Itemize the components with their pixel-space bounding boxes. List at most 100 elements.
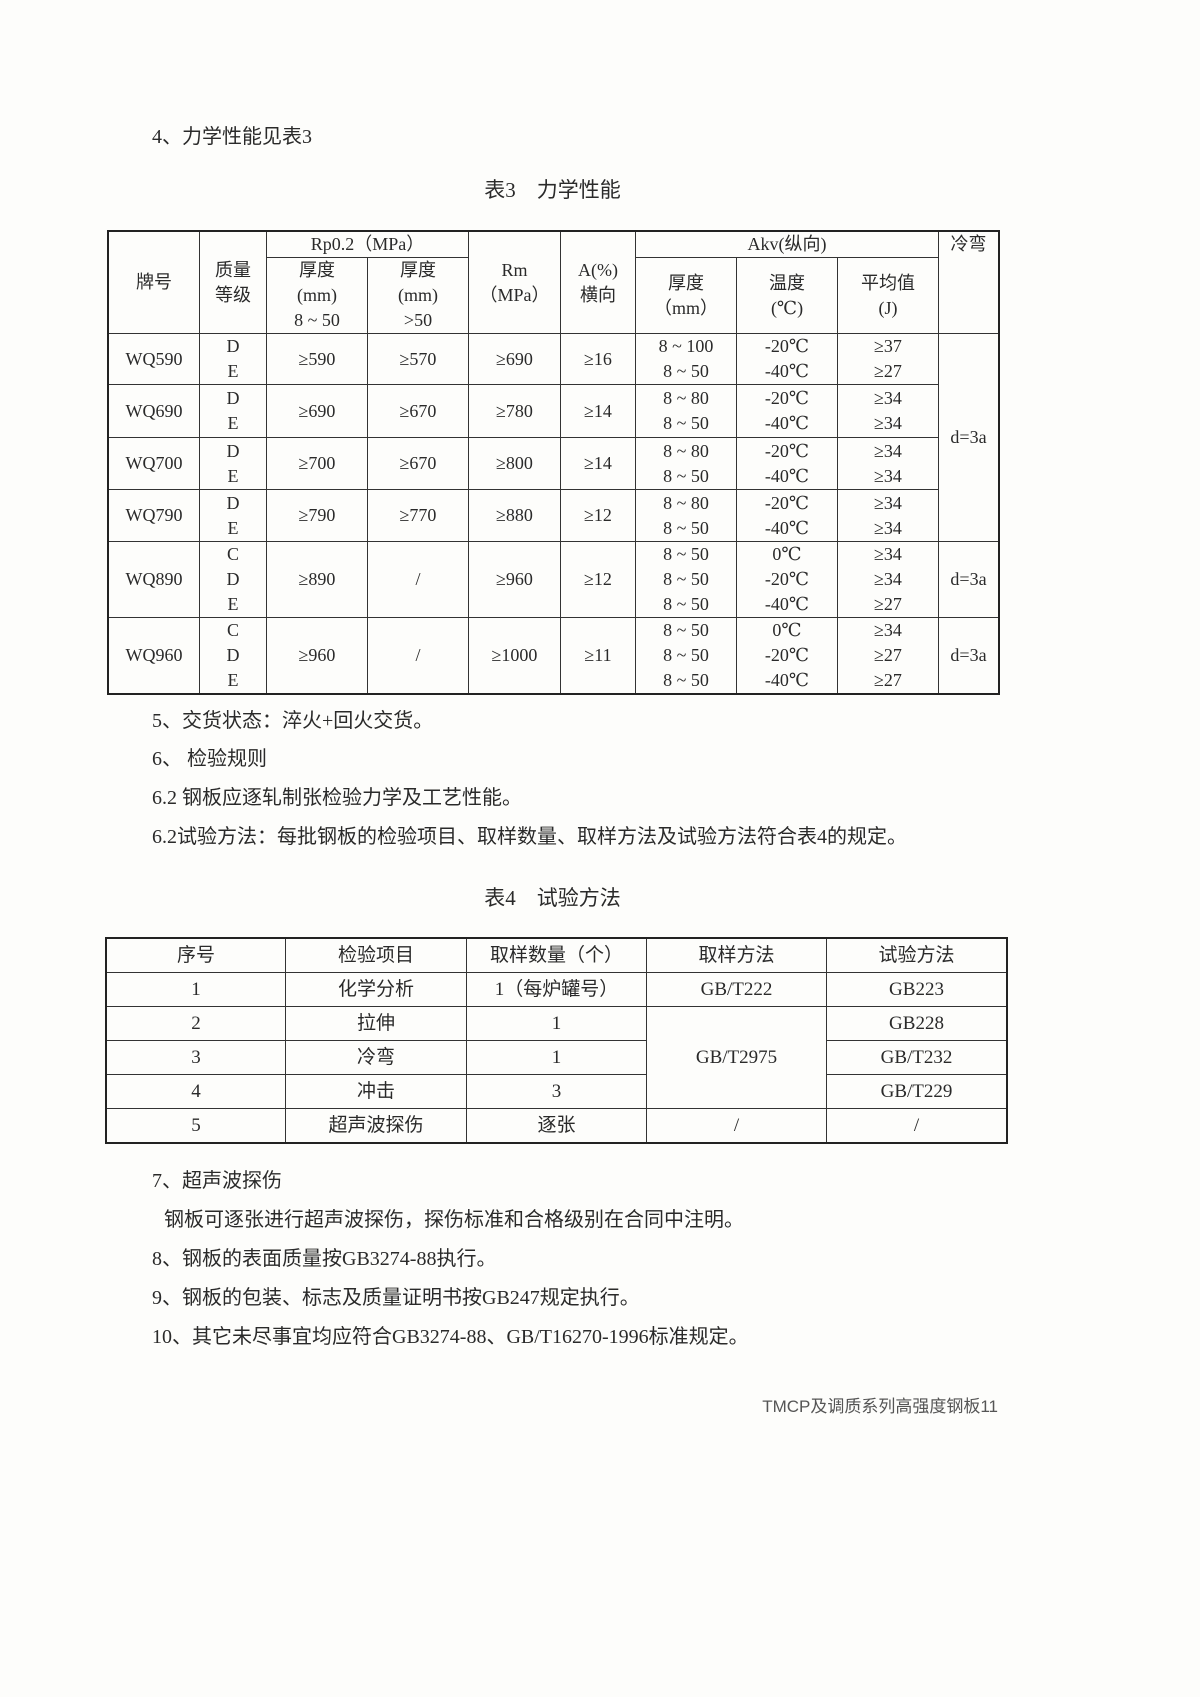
elongation: ≥12 xyxy=(560,541,636,618)
akv-average-line: ≥34 xyxy=(874,517,902,538)
header-akv-temp: 温度 (℃) xyxy=(736,257,838,334)
header-a-line: A(%) xyxy=(578,259,618,280)
test-item: 拉伸 xyxy=(285,1006,467,1041)
akv-average: ≥34 ≥34 xyxy=(837,489,939,542)
table4-caption: 表4 试验方法 xyxy=(484,886,621,910)
test-method: GB/T229 xyxy=(826,1074,1008,1109)
rm: ≥880 xyxy=(468,489,561,542)
akv-temperature-line: -40℃ xyxy=(764,670,810,690)
header-quality-line: 等级 xyxy=(215,284,251,305)
akv-average-line: ≥27 xyxy=(874,594,902,614)
header-akv: Akv(纵向) xyxy=(635,230,939,258)
grade: WQ700 xyxy=(107,437,200,490)
akv-thickness-line: 8 ~ 50 xyxy=(663,361,709,381)
sample-quantity-line: 1 xyxy=(551,1013,562,1034)
grade-line: WQ690 xyxy=(125,400,183,421)
akv-temperature-line: -20℃ xyxy=(764,388,810,408)
bend-test-line: d=3a xyxy=(950,569,987,589)
rp-thin-line: ≥960 xyxy=(298,645,336,665)
quality-line: E xyxy=(227,465,239,486)
akv-average-line: ≥34 xyxy=(874,440,902,461)
test-item-line: 拉伸 xyxy=(356,1013,395,1034)
rp-thick: ≥670 xyxy=(367,384,469,438)
quality-line: D xyxy=(226,336,240,356)
test-item: 冷弯 xyxy=(285,1040,467,1075)
akv-average-line: ≥34 xyxy=(874,492,902,513)
quality-line: D xyxy=(226,388,240,408)
header-rm-line: （MPa） xyxy=(479,284,550,305)
header-akv-thk: 厚度 （mm） xyxy=(635,257,737,334)
row-number: 2 xyxy=(105,1006,286,1041)
akv-thickness-line: 8 ~ 80 xyxy=(663,440,709,461)
test-item: 超声波探伤 xyxy=(285,1108,467,1144)
rp-thick-line: ≥570 xyxy=(399,348,437,369)
header-a-line: 横向 xyxy=(580,284,616,305)
akv-temperature: -20℃ -40℃ xyxy=(736,333,838,385)
bend-test: d=3a xyxy=(938,333,1000,542)
header-akv-avg-line: (J) xyxy=(878,297,898,318)
akv-average-line: ≥37 xyxy=(874,336,902,356)
row-number-line: 3 xyxy=(191,1047,201,1068)
rp-thin-line: ≥890 xyxy=(298,569,336,589)
sample-quantity-line: 3 xyxy=(551,1081,562,1102)
test-method: / xyxy=(826,1108,1008,1144)
header-akv-avg-line: 平均值 xyxy=(861,272,915,293)
header-a: A(%) 横向 xyxy=(560,230,636,334)
rp-thick: ≥670 xyxy=(367,437,469,490)
table-row: 1 化学分析 1（每炉罐号） GB/T222 GB223 xyxy=(105,972,1008,1007)
table-row: 2 拉伸 1 GB/T2975 GB228 xyxy=(105,1006,1008,1109)
akv-thickness: 8 ~ 50 8 ~ 50 8 ~ 50 xyxy=(635,617,737,695)
table-row: WQ890 C D E ≥890 / ≥960 ≥12 8 ~ 50 8 ~ 50 8 ~ 50 0℃… xyxy=(107,541,1000,618)
header-col-2: 取样数量（个） xyxy=(466,937,647,973)
quality-line: E xyxy=(227,670,239,690)
akv-thickness-line: 8 ~ 50 xyxy=(663,670,709,690)
row-number: 3 xyxy=(105,1040,286,1075)
header-rp-thk2: 厚度 (mm) >50 xyxy=(367,257,469,334)
test-method: GB223 xyxy=(826,972,1008,1007)
quality-line: C xyxy=(226,544,239,564)
rp-thin: ≥960 xyxy=(266,617,368,695)
sample-quantity: 1 xyxy=(466,1006,647,1041)
test-item-line: 超声波探伤 xyxy=(328,1115,424,1136)
test-item: 化学分析 xyxy=(285,972,467,1007)
elongation: ≥16 xyxy=(560,333,636,385)
rm-line: ≥690 xyxy=(496,348,533,369)
rm: ≥1000 xyxy=(468,617,561,695)
bend-test: d=3a xyxy=(938,617,1000,695)
header-bend: 冷弯 xyxy=(938,230,1000,334)
sample-quantity-line: 1（每炉罐号） xyxy=(494,979,619,1000)
table-row: 5 超声波探伤 逐张 / / xyxy=(105,1108,1008,1144)
elongation-line: ≥11 xyxy=(584,645,612,665)
rp-thick-line: / xyxy=(415,569,421,589)
sample-quantity: 逐张 xyxy=(466,1108,647,1144)
rp-thick: / xyxy=(367,541,469,618)
rp-thin-line: ≥790 xyxy=(298,505,336,525)
header-col-1: 检验项目 xyxy=(285,937,467,973)
header-row: 牌号 质量 等级 Rp0.2（MPa） Rm （MPa） A(%) 横向 Akv(纵向) 冷弯 xyxy=(107,230,1000,334)
header-row: 序号 检验项目 取样数量（个） 取样方法 试验方法 xyxy=(105,937,1008,973)
header-akv-thk-line: 厚度 xyxy=(668,272,704,293)
rm-line: ≥800 xyxy=(496,453,533,473)
sample-quantity: 1（每炉罐号） xyxy=(466,972,647,1007)
akv-thickness-line: 8 ~ 50 xyxy=(663,544,709,564)
rp-thin-line: ≥690 xyxy=(298,400,336,421)
rp-thick: / xyxy=(367,617,469,695)
grade-line: WQ960 xyxy=(125,645,183,665)
akv-temperature-line: -20℃ xyxy=(764,569,810,589)
sample-quantity: 3 xyxy=(466,1074,647,1109)
grade: WQ790 xyxy=(107,489,200,542)
header-col-0: 序号 xyxy=(105,937,286,973)
quality-line: D xyxy=(226,492,240,513)
table-row: WQ790 D E ≥790 ≥770 ≥880 ≥12 8 ~ 80 8 ~ 50 -20℃ -4… xyxy=(107,489,999,542)
row-number-line: 4 xyxy=(191,1081,201,1102)
akv-average-line: ≥27 xyxy=(874,361,902,381)
header-rp-thk1-line: (mm) xyxy=(297,285,337,305)
row-number-line: 1 xyxy=(191,979,201,1000)
header-grade-line: 牌号 xyxy=(136,272,172,292)
sample-quantity-line: 1 xyxy=(551,1047,562,1068)
akv-temperature-line: -20℃ xyxy=(764,492,810,513)
elongation-line: ≥12 xyxy=(584,569,612,589)
test-method: GB228 xyxy=(826,1006,1008,1041)
akv-average-line: ≥34 xyxy=(874,544,902,564)
